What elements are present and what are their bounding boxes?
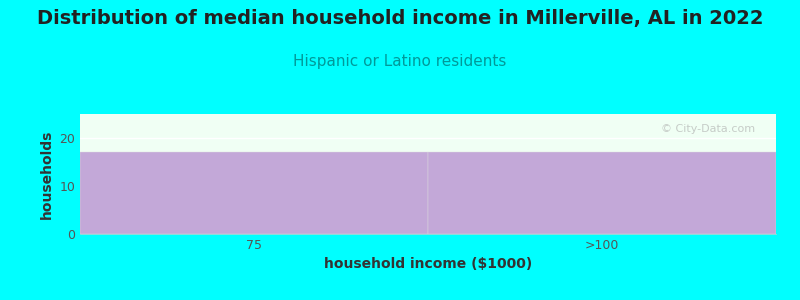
Bar: [80, 152, 428, 234]
Text: © City-Data.com: © City-Data.com: [661, 124, 755, 134]
Bar: [428, 152, 776, 234]
Y-axis label: households: households: [40, 129, 54, 219]
X-axis label: household income ($1000): household income ($1000): [324, 257, 532, 272]
Text: Distribution of median household income in Millerville, AL in 2022: Distribution of median household income …: [37, 9, 763, 28]
Text: Hispanic or Latino residents: Hispanic or Latino residents: [294, 54, 506, 69]
